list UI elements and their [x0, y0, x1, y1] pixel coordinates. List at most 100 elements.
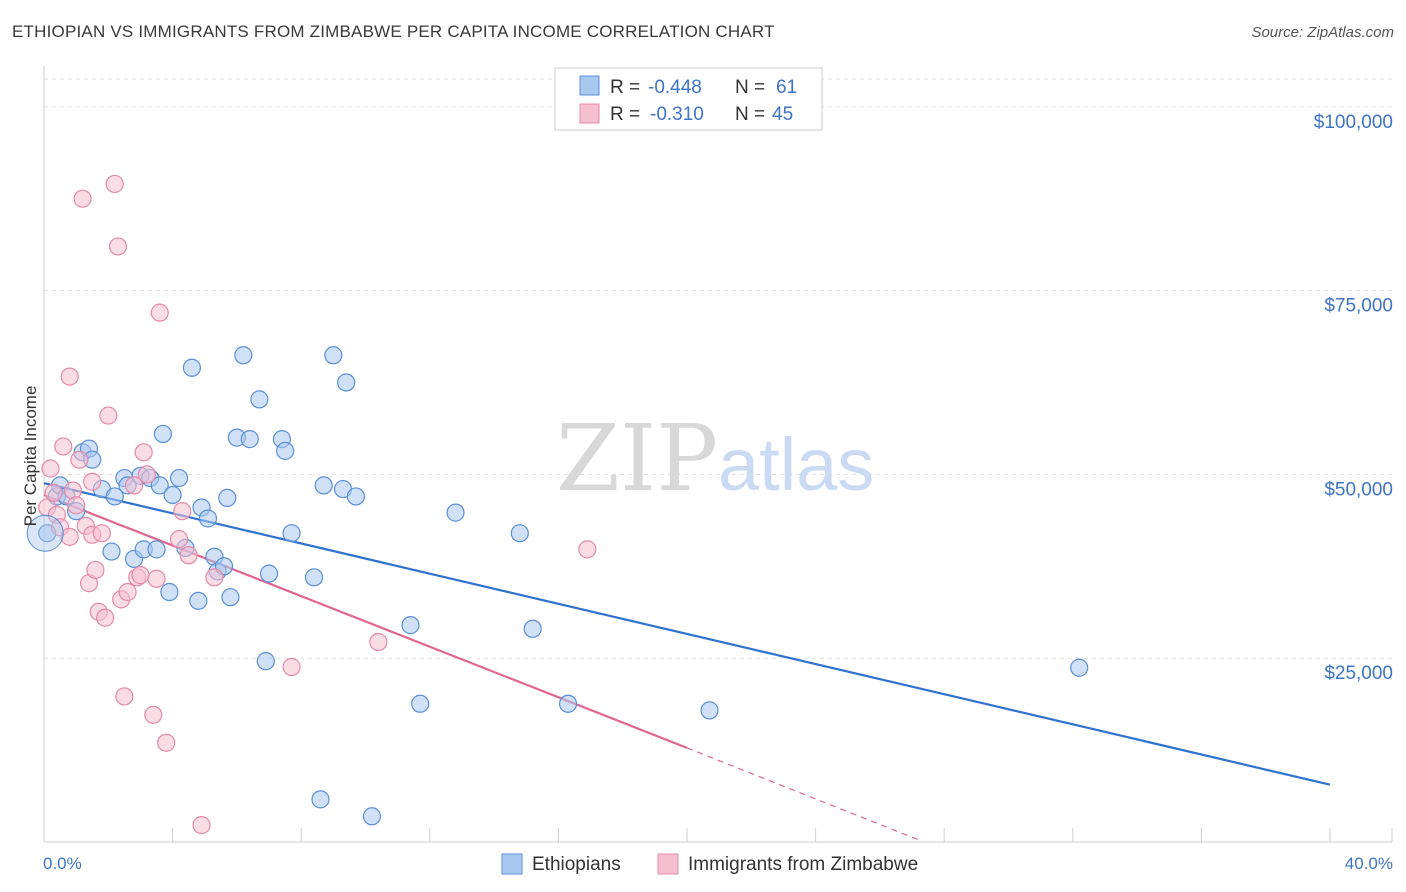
point-zimbabwe-14	[83, 472, 102, 491]
point-zimbabwe-9	[67, 496, 86, 515]
series-legend: Ethiopians Immigrants from Zimbabwe	[501, 853, 918, 875]
point-zimbabwe-39	[205, 568, 224, 587]
legend-bottom-swatch-zimbabwe	[657, 853, 679, 875]
source-label: Source: ZipAtlas.com	[1251, 24, 1394, 41]
point-zimbabwe-5	[54, 437, 73, 456]
trend-lines	[43, 482, 1331, 841]
trend-line-extension-zimbabwe	[686, 747, 919, 841]
point-ethiopians-35	[240, 429, 259, 449]
point-ethiopians-48	[346, 487, 365, 506]
point-zimbabwe-7	[60, 527, 79, 546]
point-zimbabwe-38	[192, 815, 211, 835]
legend-swatch-zimbabwe	[579, 103, 600, 124]
point-zimbabwe-33	[150, 303, 169, 322]
point-zimbabwe-41	[369, 632, 388, 652]
y-tick-label-75000: $75,000	[1324, 296, 1393, 317]
point-zimbabwe-34	[157, 733, 176, 752]
point-ethiopians-54	[523, 619, 542, 638]
point-ethiopians-32	[221, 588, 240, 607]
legend-r-value-1: -0.448	[648, 77, 702, 98]
legend-r-value-2: -0.310	[650, 104, 704, 125]
y-tick-label-25000: $25,000	[1324, 663, 1393, 684]
point-zimbabwe-18	[92, 524, 111, 543]
point-ethiopians-25	[189, 591, 208, 610]
point-ethiopians-47	[337, 373, 356, 392]
y-tick-label-50000: $50,000	[1324, 479, 1393, 500]
point-ethiopians-45	[324, 346, 343, 365]
point-ethiopians-51	[411, 694, 430, 713]
point-ethiopians-9	[105, 487, 124, 506]
point-zimbabwe-30	[137, 465, 156, 484]
point-zimbabwe-36	[173, 502, 192, 521]
legend-r-label-2: R =	[610, 104, 640, 125]
legend-bottom-label-ethiopians: Ethiopians	[532, 854, 621, 875]
point-ethiopians-34	[234, 346, 253, 365]
point-zimbabwe-11	[73, 189, 92, 208]
grid-layer	[44, 78, 1392, 659]
point-ethiopians-36	[250, 390, 269, 409]
point-ethiopians-37	[256, 652, 275, 671]
point-zimbabwe-22	[108, 237, 128, 256]
point-ethiopians-52	[446, 503, 465, 522]
watermark-atlas: atlas	[718, 423, 874, 506]
point-ethiopians-27	[198, 509, 218, 528]
point-ethiopians-22	[169, 468, 189, 488]
legend-swatch-ethiopians	[579, 75, 600, 96]
trend-line-ethiopians	[43, 482, 1331, 786]
point-ethiopians-42	[304, 568, 324, 587]
x-tick-label-max: 40.0%	[1345, 854, 1393, 873]
point-zimbabwe-20	[99, 406, 118, 425]
legend-bottom-label-zimbabwe: Immigrants from Zimbabwe	[688, 854, 918, 875]
point-zimbabwe-31	[144, 705, 163, 724]
point-zimbabwe-16	[86, 560, 105, 580]
point-ethiopians-17	[147, 540, 166, 559]
legend-n-label-2: N =	[735, 104, 765, 125]
point-zimbabwe-19	[95, 608, 115, 627]
legend-n-value-1: 61	[776, 77, 797, 98]
point-zimbabwe-37	[179, 546, 198, 565]
watermark: ZIP atlas	[556, 405, 874, 512]
correlation-legend: R = -0.448 N = 61 R = -0.310 N = 45	[554, 67, 823, 131]
point-zimbabwe-24	[115, 687, 134, 706]
point-zimbabwe-25	[118, 582, 137, 602]
watermark-zip: ZIP	[556, 405, 718, 512]
point-zimbabwe-8	[63, 481, 83, 500]
point-zimbabwe-35	[169, 529, 189, 549]
point-ethiopians-41	[282, 524, 301, 543]
point-ethiopians-38	[259, 564, 279, 583]
point-ethiopians-53	[510, 524, 529, 543]
point-ethiopians-44	[314, 476, 333, 495]
point-ethiopians-40	[276, 441, 295, 460]
point-zimbabwe-29	[134, 443, 153, 462]
point-ethiopians-18	[150, 476, 169, 495]
point-ethiopians-50	[401, 616, 420, 635]
point-ethiopians-55	[558, 694, 578, 713]
axes-layer: $25,000 $50,000 $75,000 $100,000	[43, 66, 1393, 843]
point-zimbabwe-10	[70, 450, 89, 469]
x-tick-label-min: 0.0%	[43, 854, 82, 873]
point-zimbabwe-42	[578, 540, 597, 559]
point-zimbabwe-1	[41, 459, 60, 478]
legend-bottom-swatch-ethiopians	[501, 853, 523, 875]
point-ethiopians-19	[153, 424, 173, 444]
point-zimbabwe-6	[60, 367, 79, 386]
legend-n-value-2: 45	[772, 104, 793, 125]
point-ethiopians-21	[163, 485, 182, 505]
y-tick-label-100000: $100,000	[1314, 112, 1393, 133]
data-points	[26, 174, 1089, 835]
point-ethiopians-12	[102, 542, 121, 561]
point-zimbabwe-26	[124, 476, 144, 495]
point-zimbabwe-28	[131, 566, 150, 585]
point-ethiopians-56	[700, 701, 719, 720]
point-ethiopians-43	[311, 790, 330, 809]
point-ethiopians-57	[1070, 658, 1089, 677]
legend-n-label-1: N =	[735, 77, 765, 98]
point-ethiopians-20	[160, 582, 179, 602]
point-zimbabwe-2	[44, 483, 63, 502]
chart-title: ETHIOPIAN VS IMMIGRANTS FROM ZIMBABWE PE…	[12, 22, 775, 41]
point-ethiopians-49	[362, 807, 382, 826]
point-ethiopians-24	[182, 358, 201, 377]
point-zimbabwe-32	[147, 569, 166, 588]
point-ethiopians-cluster	[26, 514, 64, 552]
y-axis-label: Per Capita Income	[21, 386, 40, 527]
